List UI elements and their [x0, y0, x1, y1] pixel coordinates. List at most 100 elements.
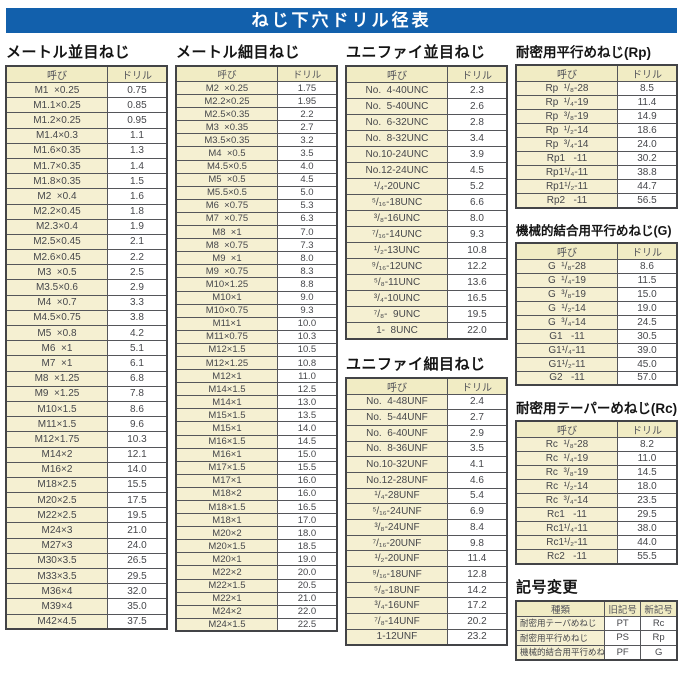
section-rc: 耐密用テーパーめねじ(Rc) 呼び ドリル Rc ¹/₈-28 8.2 Rc ¹/₄… — [515, 397, 678, 565]
table-row: No. 6-32UNC 2.8 — [345, 114, 508, 131]
section-unified-fine: ユニファイ細目ねじ 呼び ドリル No. 4-48UNF 2.4 No. 5-44U… — [345, 353, 508, 646]
cell: 24.0 — [106, 537, 168, 554]
table-columns: メートル並目ねじ 呼び ドリル M1 ×0.25 0.75 M1.1×0.25 0.8… — [5, 41, 678, 670]
cell: 2.4 — [446, 393, 508, 411]
cell: 6.9 — [446, 503, 508, 520]
table-row: G ³/₈-19 15.0 — [515, 286, 678, 302]
cell: M4.5×0.5 — [175, 159, 278, 174]
table-row: Rc1 -11 29.5 — [515, 507, 678, 522]
cell: 3.9 — [446, 146, 508, 163]
rc-table: 呼び ドリル Rc ¹/₈-28 8.2 Rc ¹/₄-19 11.0 Rc ³/₈-1… — [515, 420, 678, 565]
metric-fine-table: 呼び ドリル M2 ×0.25 1.75 M2.2×0.25 1.95 M2.5×0.3… — [175, 65, 338, 633]
cell: 8.0 — [276, 251, 338, 266]
section-title-unified-fine: ユニファイ細目ねじ — [346, 355, 486, 373]
column-header-drill: ドリル — [616, 64, 678, 82]
section-title-g: 機械的結合用平行めねじ(G) — [516, 223, 672, 238]
cell: 26.5 — [106, 552, 168, 570]
table-row: Rp1¹/₄-11 38.8 — [515, 165, 678, 180]
table-row: Rc ³/₄-14 23.5 — [515, 493, 678, 508]
cell: G ³/₈-19 — [515, 286, 618, 302]
table-row: ⁵/₁₆-24UNF 6.9 — [345, 503, 508, 520]
cell: 1.5 — [106, 173, 168, 190]
cell: Rc ³/₈-19 — [515, 465, 618, 480]
cell: 4.5 — [446, 162, 508, 179]
table-row: No. 8-36UNF 3.5 — [345, 440, 508, 458]
table-row: Rc2 -11 55.5 — [515, 549, 678, 564]
cell: 12.1 — [106, 446, 168, 463]
table-row: M24×1.5 22.5 — [175, 617, 338, 632]
table-row: No.10-32UNF 4.1 — [345, 456, 508, 473]
table-row: M18×1 17.0 — [175, 513, 338, 528]
table-row: ¹/₄-20UNC 5.2 — [345, 178, 508, 195]
cell: 16.0 — [276, 473, 338, 488]
cell: 耐密用平行めねじ — [515, 630, 606, 646]
table-row: M8 ×1 7.0 — [175, 225, 338, 240]
cell: M15×1.5 — [175, 408, 278, 423]
cell: M22×2 — [175, 565, 278, 580]
cell: 5.3 — [276, 198, 338, 213]
table-row: ¹/₂-20UNF 11.4 — [345, 550, 508, 568]
cell: M9 ×1.25 — [5, 385, 108, 402]
table-row: M3 ×0.35 2.7 — [175, 120, 338, 135]
table-row: Rp ³/₈-19 14.9 — [515, 109, 678, 124]
cell: M5.5×0.5 — [175, 185, 278, 200]
table-row: 耐密用テーパめねじ PT Rc — [515, 615, 678, 631]
table-row: M12×1.25 10.8 — [175, 355, 338, 371]
cell: M9 ×0.75 — [175, 264, 278, 279]
table-row: M4 ×0.5 3.5 — [175, 146, 338, 161]
table-row: M7 ×1 6.1 — [5, 355, 168, 372]
cell: M24×1.5 — [175, 617, 278, 632]
cell: No.10-24UNC — [345, 146, 448, 163]
cell: Rp1 -11 — [515, 151, 618, 166]
table-row: M1 ×0.25 0.75 — [5, 81, 168, 99]
cell: PF — [604, 644, 642, 660]
cell: M18×2 — [175, 486, 278, 502]
section-rp: 耐密用平行めねじ(Rp) 呼び ドリル Rp ¹/₈-28 8.5 Rp ¹/₄-1… — [515, 41, 678, 209]
table-row: No.10-24UNC 3.9 — [345, 146, 508, 163]
cell: M15×1 — [175, 421, 278, 436]
cell: 38.8 — [616, 165, 678, 180]
cell: 45.0 — [616, 356, 678, 372]
cell: 55.5 — [616, 549, 678, 564]
cell: 7.8 — [106, 385, 168, 402]
cell: G ¹/₄-19 — [515, 272, 618, 288]
cell: M1 ×0.25 — [5, 81, 108, 99]
table-row: Rp2 -11 56.5 — [515, 193, 678, 208]
cell: M39×4 — [5, 598, 108, 615]
table-row: M2.5×0.35 2.2 — [175, 107, 338, 122]
cell: 17.2 — [446, 597, 508, 615]
table-row: M22×1 21.0 — [175, 591, 338, 606]
table-row: ³/₄-16UNF 17.2 — [345, 597, 508, 615]
cell: G ¹/₈-28 — [515, 258, 618, 274]
cell: M18×1 — [175, 513, 278, 528]
cell: 8.6 — [616, 258, 678, 274]
cell: 11.4 — [616, 95, 678, 110]
table-row: M1.4×0.3 1.1 — [5, 127, 168, 144]
cell: 8.8 — [276, 277, 338, 292]
cell: ⁷/₁₆-20UNF — [345, 534, 448, 552]
cell: M12×1.75 — [5, 431, 108, 448]
column-header-name: 呼び — [175, 65, 278, 82]
cell: 4.2 — [106, 324, 168, 342]
table-row: M17×1 16.0 — [175, 473, 338, 488]
cell: Rp1¹/₄-11 — [515, 165, 618, 180]
page-title: ねじ下穴ドリル径表 — [6, 8, 677, 33]
cell: 2.5 — [106, 264, 168, 281]
cell: 4.6 — [446, 471, 508, 489]
cell: 14.9 — [616, 109, 678, 124]
cell: 8.2 — [616, 437, 678, 452]
cell: M24×2 — [175, 604, 278, 619]
cell: 14.0 — [106, 461, 168, 478]
cell: 19.5 — [106, 507, 168, 524]
cell: 8.5 — [616, 81, 678, 96]
cell: M42×4.5 — [5, 613, 108, 630]
cell: 3.2 — [276, 133, 338, 148]
cell: 30.5 — [616, 328, 678, 344]
cell: 19.0 — [616, 300, 678, 316]
cell: ⁷/₁₆-14UNC — [345, 226, 448, 243]
cell: Rp ³/₈-19 — [515, 109, 618, 124]
cell: 10.3 — [276, 329, 338, 344]
header-row: 呼び ドリル — [175, 65, 338, 82]
cell: Rc ¹/₂-14 — [515, 479, 618, 494]
table-row: G1¹/₄-11 39.0 — [515, 342, 678, 358]
